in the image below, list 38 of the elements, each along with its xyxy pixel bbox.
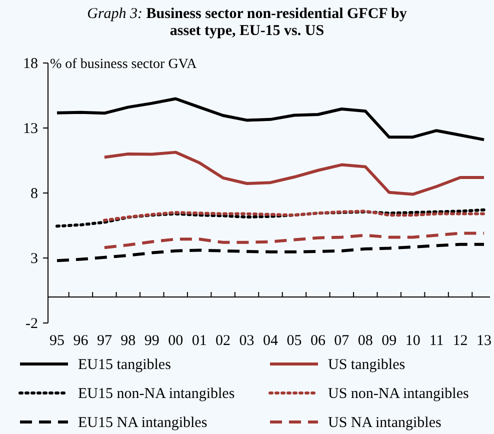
x-tick-label: 98: [120, 333, 136, 349]
chart-title: Graph 3: Business sector non-residential GFCF by asset type, EU-15 vs. US: [87, 6, 408, 39]
y-axis-title: % of business sector GVA: [50, 57, 198, 72]
x-tick-label: 12: [452, 333, 468, 349]
line-series: [56, 97, 486, 142]
x-tick-label: 96: [73, 333, 89, 349]
legend-label: EU15 tangibles: [78, 357, 172, 373]
x-tick-label: 03: [239, 333, 254, 349]
x-tick-label: 97: [96, 333, 112, 349]
x-tick-label: 11: [429, 333, 444, 349]
x-tick-label: 09: [382, 333, 397, 349]
x-tick-label: 99: [144, 333, 160, 349]
y-tick-label: -2: [26, 316, 38, 332]
x-tick-label: 95: [50, 333, 64, 349]
line-series: [102, 210, 486, 222]
x-tick-label: 13: [476, 333, 492, 349]
x-tick-label: 00: [168, 333, 184, 349]
line-series: [56, 242, 486, 262]
legend-label: EU15 NA intangibles: [78, 415, 208, 431]
x-tick-label: 04: [263, 333, 278, 349]
line-series: [102, 150, 486, 196]
line-series: [102, 232, 486, 250]
y-tick-label: 18: [23, 56, 38, 72]
y-tick-label: 8: [30, 186, 38, 202]
legend-label: US non-NA intangibles: [328, 386, 469, 402]
legend-label: US NA intangibles: [328, 415, 442, 431]
y-tick-label: 3: [30, 251, 38, 267]
x-tick-label: 10: [405, 333, 420, 349]
y-tick-label: 13: [23, 121, 38, 137]
legend-label: US tangibles: [328, 357, 406, 373]
x-tick-label: 06: [310, 333, 326, 349]
x-tick-label: 02: [216, 333, 231, 349]
x-tick-label: 01: [192, 333, 207, 349]
line-series: [56, 208, 486, 228]
legend-label: EU15 non-NA intangibles: [78, 386, 235, 402]
x-tick-label: 07: [334, 333, 350, 349]
x-tick-label: 05: [286, 333, 302, 349]
x-tick-label: 08: [358, 333, 373, 349]
